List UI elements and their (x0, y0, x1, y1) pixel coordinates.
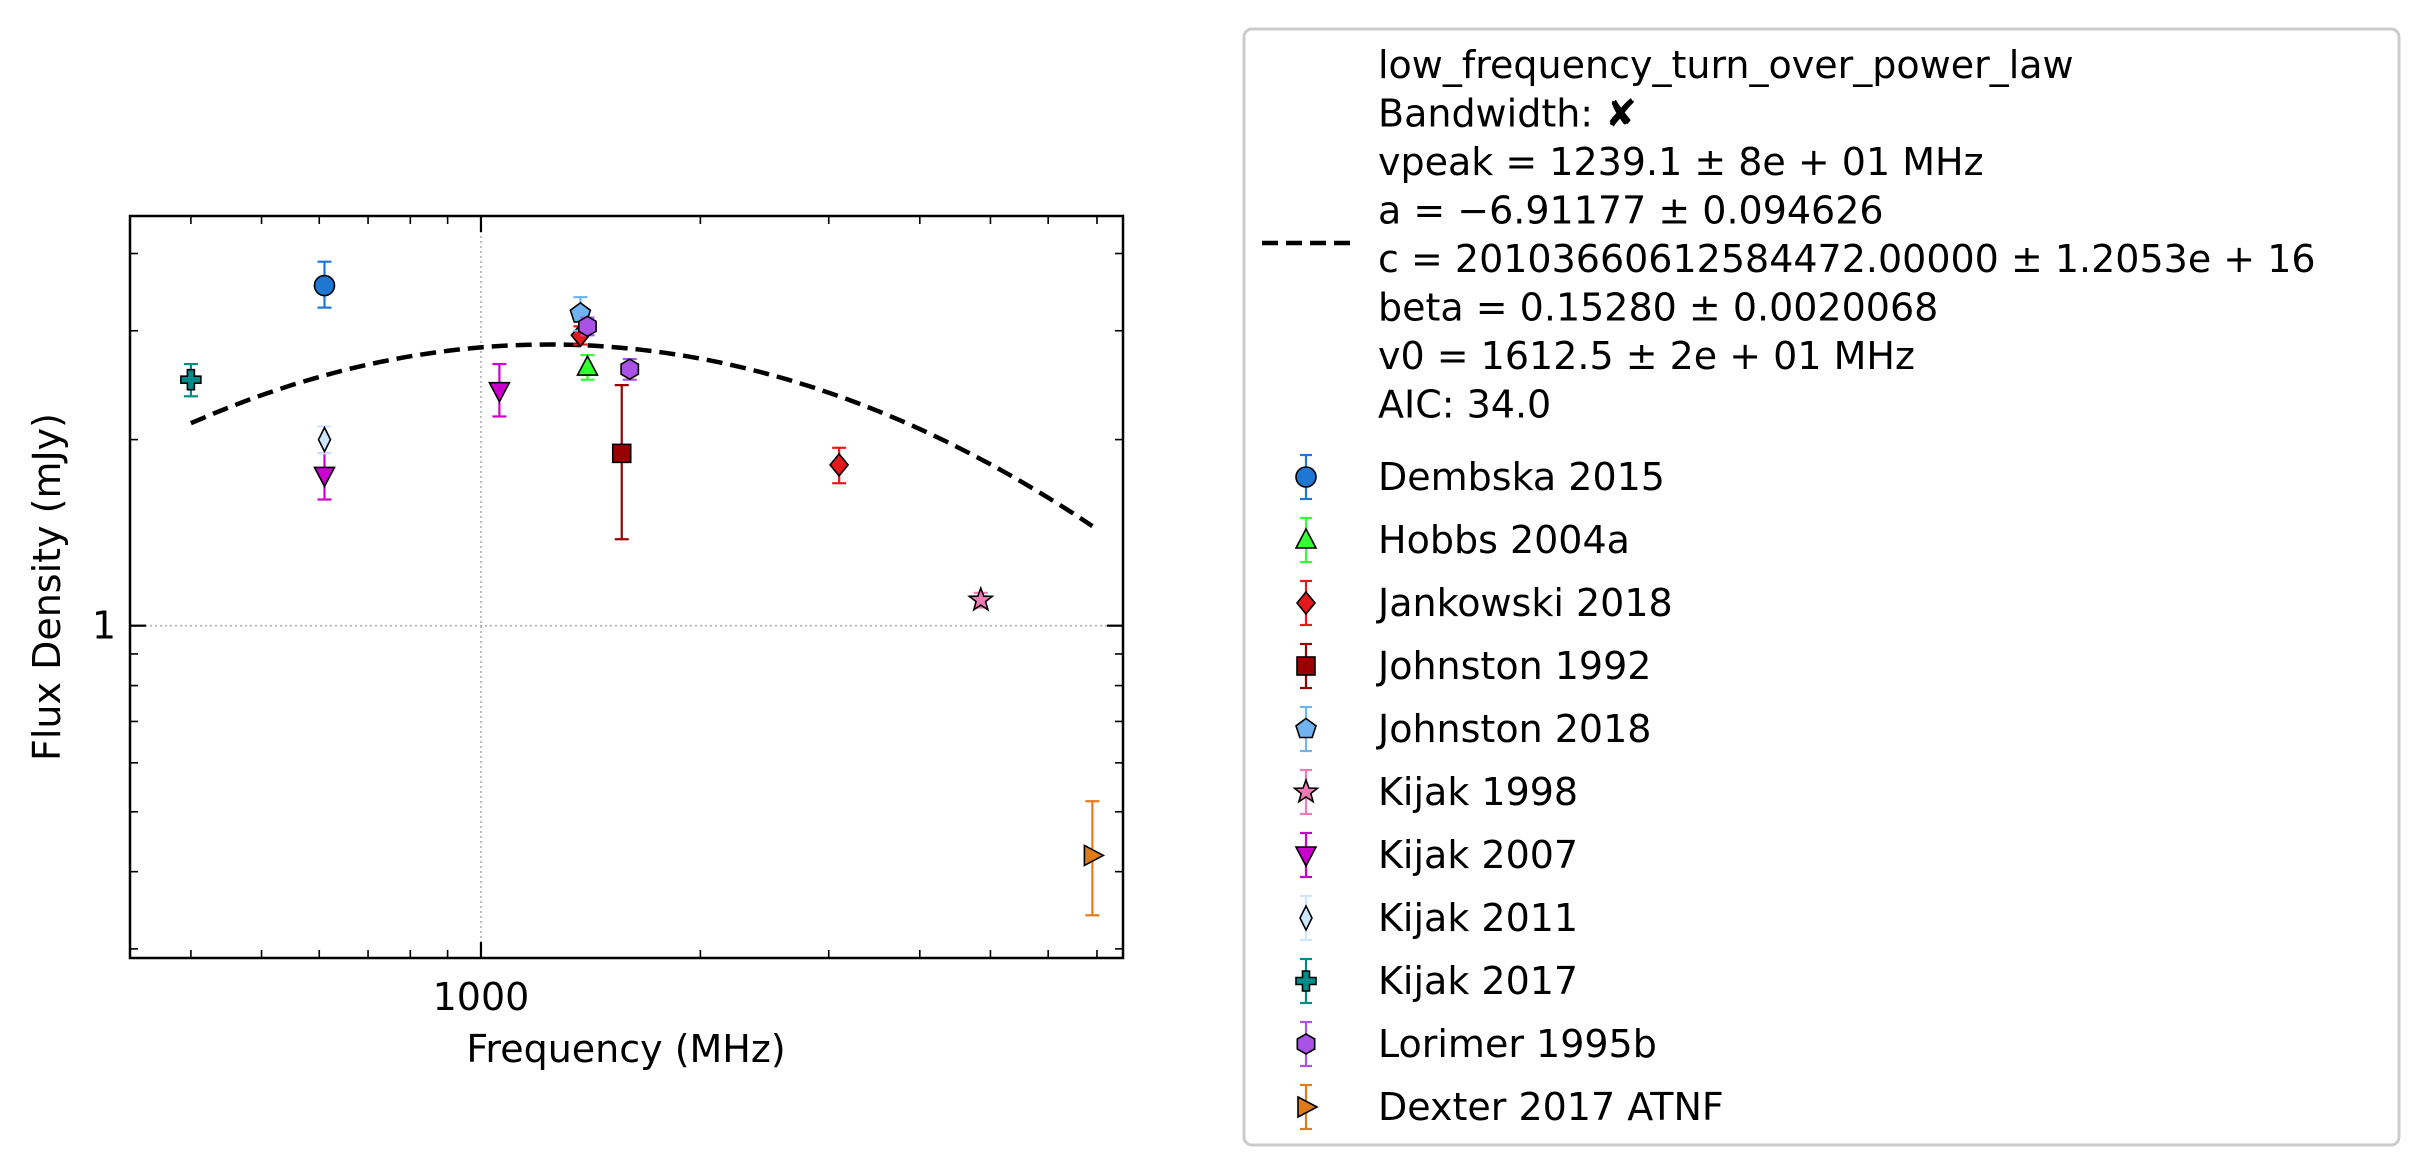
legend-marker (1299, 904, 1313, 932)
plot-area (128, 214, 1125, 960)
y-tick-label: 1 (92, 604, 116, 648)
legend-label: Dembska 2015 (1378, 455, 1665, 499)
legend-marker (1294, 527, 1318, 549)
legend: low_frequency_turn_over_power_law Bandwid… (1242, 27, 2401, 1147)
data-point (488, 381, 511, 404)
axis-ticks (130, 216, 1123, 958)
x-tick-label: 1000 (433, 975, 530, 1019)
data-point (576, 354, 599, 376)
data-point (967, 585, 995, 612)
tick-labels: 1000 1 (92, 604, 530, 1019)
grid-lines (130, 216, 1123, 958)
legend-label: Kijak 2011 (1378, 896, 1578, 940)
data-point (1083, 844, 1106, 867)
legend-marker (1294, 846, 1318, 868)
data-point (611, 443, 632, 464)
fit-curve-group (190, 342, 1094, 528)
legend-label: Kijak 2007 (1378, 833, 1578, 877)
legend-label: Jankowski 2018 (1376, 581, 1673, 625)
legend-label: Lorimer 1995b (1378, 1022, 1657, 1066)
legend-fit-line: low_frequency_turn_over_power_law (1378, 43, 2074, 87)
data-points (180, 260, 1106, 917)
plot-frame (128, 214, 1125, 960)
legend-marker (1296, 1033, 1316, 1055)
legend-label: Dexter 2017 ATNF (1378, 1085, 1724, 1129)
legend-marker (1295, 717, 1317, 739)
legend-marker (1297, 1095, 1319, 1119)
data-point (313, 466, 336, 489)
legend-fit-line: c = 20103660612584472.00000 ± 1.2053e + … (1378, 237, 2316, 281)
data-point (313, 274, 336, 297)
data-point (829, 452, 850, 478)
fit-curve (190, 342, 1094, 528)
legend-label: Johnston 2018 (1376, 707, 1651, 751)
legend-marker (1295, 970, 1317, 992)
y-axis-label: Flux Density (mJy) (25, 413, 69, 761)
legend-fit-line: a = −6.91177 ± 0.094626 (1378, 189, 1884, 233)
legend-fit-line: vpeak = 1239.1 ± 8e + 01 MHz (1378, 140, 1984, 184)
data-point (317, 425, 332, 454)
legend-fit-line: v0 = 1612.5 ± 2e + 01 MHz (1378, 334, 1915, 378)
data-point (180, 368, 202, 391)
legend-marker (1295, 590, 1317, 616)
legend-label: Kijak 2017 (1378, 959, 1578, 1003)
legend-fit-line: Bandwidth: ✘ (1378, 92, 1637, 136)
legend-marker (1295, 466, 1317, 488)
x-axis-label: Frequency (MHz) (466, 1027, 785, 1071)
legend-label: Hobbs 2004a (1378, 518, 1630, 562)
legend-fit-line: AIC: 34.0 (1378, 383, 1551, 427)
legend-label: Johnston 1992 (1376, 644, 1651, 688)
data-point (620, 358, 640, 381)
legend-fit-line: beta = 0.15280 ± 0.0020068 (1378, 286, 1938, 330)
legend-marker (1296, 656, 1316, 676)
legend-entries: Dembska 2015 Hobbs 2004a Jankowski 2018 Joh… (1292, 453, 1724, 1131)
legend-frame (1242, 27, 2401, 1147)
legend-marker (1292, 777, 1320, 804)
data-point (577, 315, 597, 338)
legend-label: Kijak 1998 (1378, 770, 1578, 814)
legend-fit-entry: low_frequency_turn_over_power_law Bandwid… (1262, 43, 2316, 427)
